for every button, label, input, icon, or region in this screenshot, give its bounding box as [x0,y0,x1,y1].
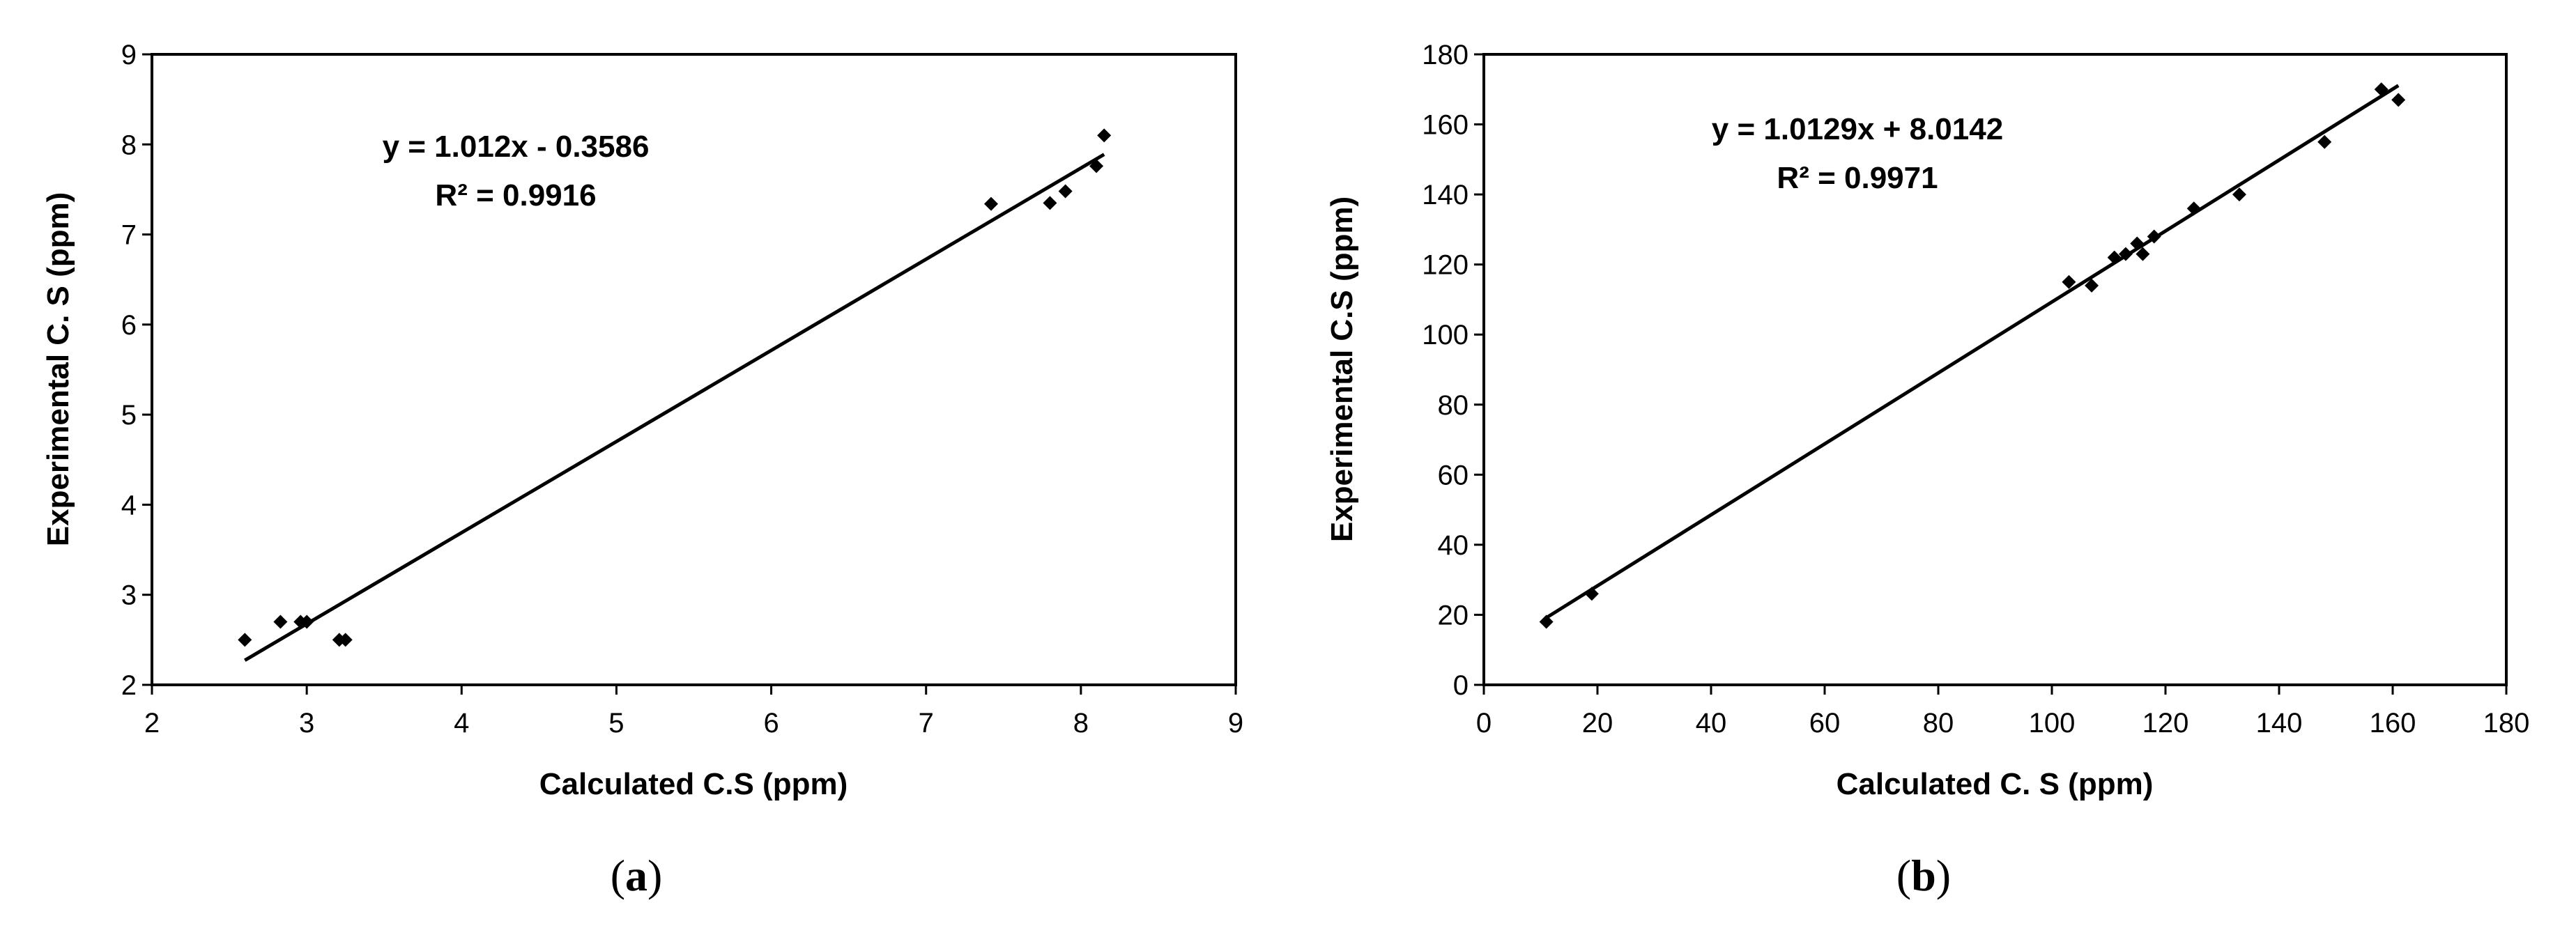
data-point [2118,247,2133,261]
x-tick-label: 6 [763,708,779,738]
data-point [2085,278,2099,293]
x-tick-label: 40 [1696,708,1727,738]
data-point [338,633,353,647]
data-point [1584,587,1599,601]
y-tick-label: 2 [121,670,137,701]
data-point [2062,274,2076,289]
y-tick-label: 5 [121,400,137,431]
panel-label-open: ( [611,851,625,900]
x-tick-label: 20 [1582,708,1613,738]
plot-area-frame [1482,53,2508,686]
y-tick-label: 8 [121,130,137,160]
x-tick-label: 120 [2142,708,2189,738]
panel-label-close: ) [647,851,662,900]
data-point [238,633,252,647]
chart-panel-b: 0 20 40 60 80 100 120 140 160 180 0 20 40 60 80 100 120… [1325,40,2529,900]
r-squared-label: R² = 0.9971 [1777,161,1938,195]
trendline-group [1545,84,2400,619]
panel-label-open: ( [1896,851,1911,900]
x-tick-label: 9 [1228,708,1243,738]
x-tick-label: 2 [144,708,160,738]
x-tick-label: 4 [454,708,469,738]
panel-label-close: ) [1936,851,1951,900]
x-tick-label: 7 [919,708,934,738]
x-tick-label: 5 [608,708,624,738]
plot-area-frame [151,53,1237,686]
x-axis-title: Calculated C.S (ppm) [539,767,848,801]
y-axis-title: Experimental C. S (ppm) [41,192,75,547]
panel-label-b: (b) [1896,851,1951,900]
panel-letter: a [625,851,647,900]
x-tick-labels: 2 3 4 5 6 7 8 9 [144,685,1243,738]
y-tick-label: 6 [121,310,137,341]
x-tick-label: 60 [1809,708,1841,738]
data-point [300,614,314,629]
data-points [1539,82,2406,629]
y-tick-label: 60 [1438,460,1469,490]
y-tick-label: 4 [121,490,137,520]
x-tick-label: 140 [2256,708,2303,738]
y-tick-labels: 2 3 4 5 6 7 8 9 [121,40,152,701]
data-point [2186,201,2201,216]
equation-label: y = 1.0129x + 8.0142 [1712,112,2003,146]
panel-letter: b [1911,851,1936,900]
data-point [2130,236,2145,251]
x-tick-label: 100 [2029,708,2076,738]
data-point [984,196,999,211]
data-point [1097,128,1112,143]
trendline-group [244,153,1105,662]
data-point [1089,159,1104,173]
data-point [1043,196,1057,210]
y-tick-label: 80 [1438,390,1469,421]
x-tick-label: 3 [299,708,314,738]
data-point [2136,247,2150,261]
y-tick-label: 40 [1438,530,1469,561]
x-tick-label: 180 [2483,708,2530,738]
data-point [1058,184,1073,199]
chart-panel-a: 2 3 4 5 6 7 8 9 2 3 4 5 6 7 8 9 y = 1.012x - 0.3586 R²… [41,40,1243,900]
r-squared-label: R² = 0.9916 [435,178,596,212]
y-tick-label: 100 [1422,320,1469,350]
trendline [244,153,1105,662]
data-point [273,614,288,629]
data-point [2147,229,2161,244]
y-tick-label: 9 [121,40,137,70]
y-tick-label: 160 [1422,110,1469,141]
data-point [1539,614,1554,629]
y-tick-label: 0 [1453,670,1469,701]
data-point [2317,134,2332,149]
y-tick-label: 180 [1422,40,1469,70]
trendline [1545,84,2400,619]
data-points [238,128,1112,647]
y-tick-label: 3 [121,580,137,611]
y-tick-labels: 0 20 40 60 80 100 120 140 160 180 [1422,40,1484,701]
x-tick-label: 80 [1923,708,1954,738]
equation-label: y = 1.012x - 0.3586 [383,130,650,164]
panel-label-a: (a) [611,851,663,900]
data-point [2107,250,2122,265]
y-tick-label: 7 [121,220,137,251]
x-tick-label: 8 [1073,708,1089,738]
data-point [2232,187,2246,202]
y-tick-label: 140 [1422,180,1469,210]
x-axis-title: Calculated C. S (ppm) [1837,767,2154,801]
data-point [2391,93,2406,107]
y-axis-title: Experimental C.S (ppm) [1325,196,1359,542]
data-point [2374,82,2389,97]
y-tick-label: 20 [1438,600,1469,631]
y-tick-label: 120 [1422,250,1469,281]
x-tick-labels: 0 20 40 60 80 100 120 140 160 180 [1476,685,2530,738]
x-tick-label: 0 [1476,708,1492,738]
x-tick-label: 160 [2370,708,2416,738]
